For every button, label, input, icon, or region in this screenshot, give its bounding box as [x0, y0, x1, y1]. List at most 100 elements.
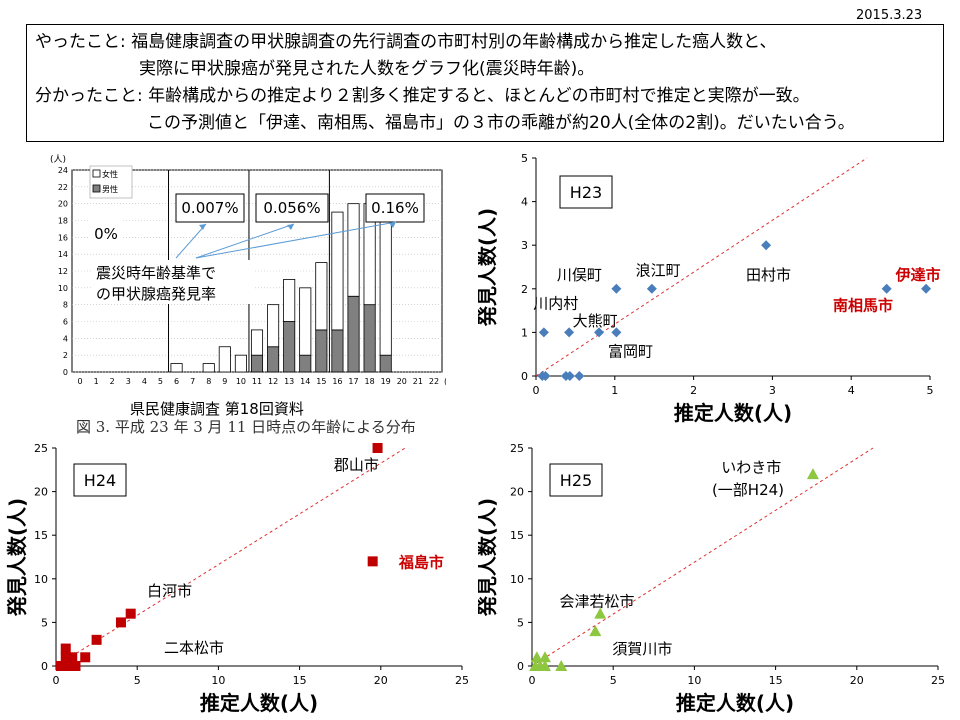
- panel-title-box: [559, 175, 613, 209]
- y-tick-label: 22: [58, 183, 68, 192]
- x-tick-label: 20: [397, 377, 407, 386]
- y-tick-label: 16: [58, 233, 68, 242]
- panel-title-box: [549, 463, 603, 497]
- y-tick-label: 5: [521, 152, 528, 165]
- y-tick-label: 3: [521, 239, 528, 252]
- point-label: 浪江町: [636, 262, 681, 280]
- data-point: [921, 283, 932, 294]
- rate-label: 0.16%: [371, 199, 419, 217]
- y-tick-label: 15: [34, 529, 48, 542]
- data-point: [646, 283, 657, 294]
- x-tick-label: 7: [190, 377, 195, 386]
- legend-swatch-male: [92, 184, 101, 193]
- trend-line: [55, 447, 406, 667]
- x-tick-label: 21: [413, 377, 423, 386]
- point-label: 二本松市: [164, 639, 224, 657]
- histogram-source: 県民健康調査 第18回資料: [130, 400, 304, 418]
- summary-line-2: 実際に甲状腺癌が発見された人数をグラフ化(震災時年齢)。: [139, 59, 595, 79]
- x-tick-label: 3: [126, 377, 131, 386]
- rate-box: [90, 220, 122, 248]
- bar-female: [379, 220, 392, 356]
- point-label: 白河市: [147, 582, 192, 600]
- x-tick-label: 1: [94, 377, 99, 386]
- point-label: 会津若松市: [559, 593, 634, 611]
- bar-female: [234, 354, 247, 373]
- x-tick-label: 13: [284, 377, 294, 386]
- data-point: [594, 607, 607, 619]
- data-point: [538, 651, 551, 663]
- y-tick-label: 18: [58, 217, 68, 226]
- x-tick-label: 5: [158, 377, 163, 386]
- data-point: [538, 660, 551, 671]
- y-axis-title: 発見人数(人): [478, 208, 499, 327]
- x-tick-label: 2: [110, 377, 115, 386]
- y-tick-label: 4: [521, 196, 528, 209]
- rate-label: 0.007%: [181, 199, 238, 217]
- x-tick-label: 0: [53, 674, 60, 687]
- x-tick-label: 0: [529, 674, 536, 687]
- rate-arrow: [175, 223, 207, 259]
- rate-box: [175, 193, 245, 223]
- panel-title: H23: [570, 183, 602, 202]
- bar-female: [299, 287, 312, 356]
- bar-female: [202, 363, 215, 373]
- bar-male: [363, 304, 376, 373]
- x-tick-label: 3: [769, 384, 776, 397]
- y-unit-label: (人): [50, 154, 66, 165]
- x-axis-title: 推定人数(人): [674, 401, 792, 425]
- rate-label: 0.056%: [263, 199, 320, 217]
- summary-box: やったこと: 福島健康調査の甲状腺調査の先行調査の市町村別の年齢構成から推定した…: [26, 24, 944, 142]
- data-point: [125, 608, 136, 619]
- annotation-line-1: 震災時年齢基準で: [96, 264, 216, 282]
- summary-line-1: やったこと: 福島健康調査の甲状腺調査の先行調査の市町村別の年齢構成から推定した…: [35, 32, 777, 52]
- data-point: [91, 634, 102, 645]
- data-point: [564, 371, 575, 381]
- rate-arrow-head: [199, 224, 206, 230]
- bar-male: [283, 321, 296, 373]
- x-tick-label: 2: [690, 384, 697, 397]
- annotation-line-2: の甲状腺癌発見率: [96, 285, 216, 303]
- x-tick-label: 11: [252, 377, 262, 386]
- x-tick-label: 22: [429, 377, 439, 386]
- data-point: [881, 283, 892, 294]
- point-label: 須賀川市: [612, 640, 672, 658]
- y-tick-label: 0: [517, 660, 524, 673]
- data-point: [538, 327, 549, 338]
- y-tick-label: 0: [63, 368, 68, 377]
- bar-male: [299, 354, 312, 373]
- bar-male: [331, 329, 344, 373]
- y-tick-label: 0: [521, 370, 528, 383]
- x-tick-label: 18: [365, 377, 375, 386]
- summary-line-4: この予測値と「伊達、南相馬、福島市」の３市の乖離が約20人(全体の2割)。だいた…: [147, 113, 855, 133]
- x-tick-label: 25: [931, 674, 945, 687]
- x-tick-label: 20: [374, 674, 388, 687]
- data-point: [60, 643, 71, 654]
- bar-female: [267, 304, 280, 348]
- bar-male: [347, 295, 360, 373]
- data-point: [611, 283, 622, 294]
- data-point: [806, 468, 819, 480]
- bar-male: [379, 354, 392, 373]
- x-tick-label: 12: [268, 377, 278, 386]
- bar-female: [170, 363, 183, 373]
- y-tick-label: 2: [521, 283, 528, 296]
- y-tick-label: 10: [58, 284, 68, 293]
- x-tick-label: 5: [610, 674, 617, 687]
- data-point: [67, 652, 78, 663]
- y-tick-label: 15: [510, 529, 524, 542]
- trend-line: [535, 157, 868, 377]
- y-tick-label: 4: [63, 334, 68, 343]
- y-tick-label: 10: [510, 573, 524, 586]
- y-tick-label: 1: [521, 326, 528, 339]
- data-point: [564, 327, 575, 338]
- data-point: [589, 625, 602, 637]
- x-tick-label: 20: [850, 674, 864, 687]
- point-label: 伊達市: [895, 266, 941, 284]
- point-label: 田村市: [746, 266, 791, 284]
- x-tick-label: 15: [293, 674, 307, 687]
- rate-label: 0%: [94, 225, 118, 243]
- legend-label-female: 女性: [102, 169, 118, 179]
- y-tick-label: 8: [63, 301, 68, 310]
- summary-line-3: 分かったこと: 年齢構成からの推定より２割多く推定すると、ほとんどの市町村で推定…: [35, 86, 810, 106]
